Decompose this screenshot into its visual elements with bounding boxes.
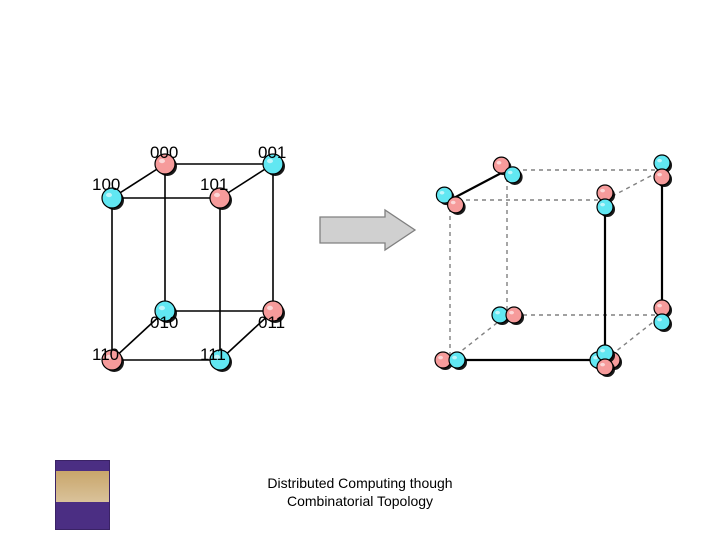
vertex-label-100: 100: [92, 175, 120, 195]
transform-arrow: [320, 210, 415, 250]
vertex-label-001: 001: [258, 143, 286, 163]
vertex-label-000: 000: [150, 143, 178, 163]
book-thumbnail: [55, 460, 110, 530]
diagram-canvas: [0, 0, 720, 540]
vertex-label-011: 011: [258, 313, 285, 333]
vertex-label-110: 110: [92, 345, 119, 365]
vertex-label-111: 111: [200, 345, 226, 365]
vertex-label-010: 010: [150, 313, 178, 333]
footer-line1: Distributed Computing though: [267, 475, 452, 491]
footer-line2: Combinatorial Topology: [287, 493, 433, 509]
vertex-label-101: 101: [200, 175, 228, 195]
